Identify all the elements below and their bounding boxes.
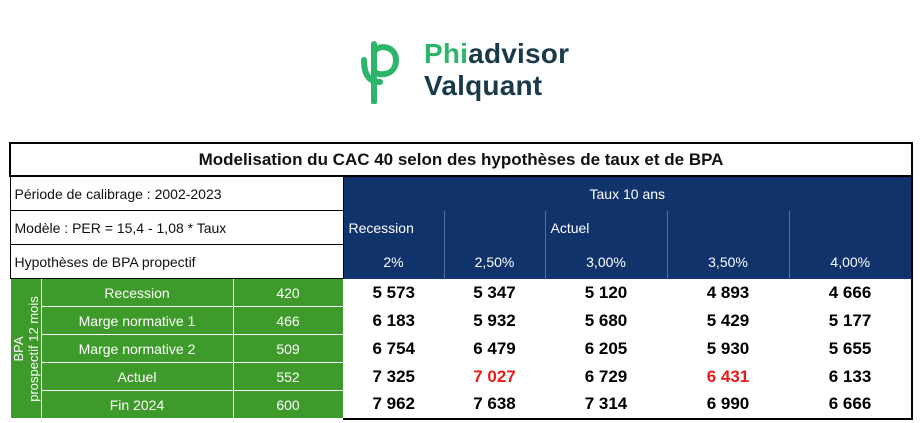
value-cell: 5 347: [444, 278, 545, 307]
row-bpa: 420: [232, 278, 344, 307]
value-cell: 7 325: [343, 362, 444, 391]
value-cell: 7 962: [343, 390, 444, 420]
value-cell: 5 680: [545, 306, 667, 335]
highlighted-value-cell: 7 027: [444, 362, 545, 391]
side-label-line2: prospectif 12 mois: [25, 295, 41, 402]
cac40-model-table: Modelisation du CAC 40 selon des hypothè…: [8, 142, 914, 420]
bpa-side-label: BPA prospectif 12 mois: [9, 278, 42, 419]
row-name: Marge normative 1: [40, 306, 234, 335]
value-cell: 5 930: [667, 334, 789, 363]
row-bpa: 600: [232, 390, 344, 419]
rate-cell: 2%: [343, 244, 444, 279]
value-cell: 5 120: [545, 278, 667, 307]
value-cell: 5 573: [343, 278, 444, 307]
rate-cell: 4,00%: [788, 244, 914, 279]
row-name: Recession: [40, 278, 234, 307]
logo: Phiadvisor Valquant: [360, 38, 620, 106]
side-label-line1: BPA: [10, 335, 26, 362]
value-cell: 6 754: [343, 334, 444, 363]
scenario-label: Actuel: [544, 210, 667, 245]
row-name: Marge normative 2: [40, 334, 234, 363]
logo-phi: Phi: [424, 38, 469, 69]
rate-header: Taux 10 ans: [343, 176, 914, 211]
rate-cell: 3,00%: [544, 244, 667, 279]
rate-cell: 2,50%: [443, 244, 545, 279]
row-bpa: 509: [232, 334, 344, 363]
value-cell: 6 990: [667, 390, 789, 420]
value-cell: 5 932: [444, 306, 545, 335]
row-name: Actuel: [40, 362, 234, 391]
value-cell: 5 655: [789, 334, 914, 363]
row-bpa: 552: [232, 362, 344, 391]
scenario-label: Recession: [343, 210, 444, 245]
value-cell: 6 133: [789, 362, 914, 391]
calibration-period: Période de calibrage : 2002-2023: [9, 175, 344, 211]
table-title: Modelisation du CAC 40 selon des hypothè…: [8, 142, 914, 177]
highlighted-value-cell: 6 431: [667, 362, 789, 391]
value-cell: 6 183: [343, 306, 444, 335]
value-cell: 6 479: [444, 334, 545, 363]
scenario-label: [443, 210, 545, 245]
value-cell: 4 893: [667, 278, 789, 307]
phiadvisor-logo-icon: [361, 41, 400, 104]
value-cell: 5 177: [789, 306, 914, 335]
model-formula: Modèle : PER = 15,4 - 1,08 * Taux: [9, 210, 344, 245]
rate-cell: 3,50%: [666, 244, 789, 279]
value-cell: 6 666: [789, 390, 914, 420]
value-cell: 6 205: [545, 334, 667, 363]
scenario-label: [666, 210, 789, 245]
scenario-label: [788, 210, 914, 245]
value-cell: 7 314: [545, 390, 667, 420]
logo-text: Phiadvisor Valquant: [424, 38, 569, 102]
bpa-hypotheses-label: Hypothèses de BPA propectif: [9, 244, 344, 279]
value-cell: 6 729: [545, 362, 667, 391]
value-cell: 4 666: [789, 278, 914, 307]
value-cell: 7 638: [444, 390, 545, 420]
row-name: Fin 2024: [40, 390, 234, 419]
logo-valquant: Valquant: [424, 70, 543, 101]
row-bpa: 466: [232, 306, 344, 335]
value-cell: 5 429: [667, 306, 789, 335]
logo-advisor: advisor: [468, 38, 570, 69]
